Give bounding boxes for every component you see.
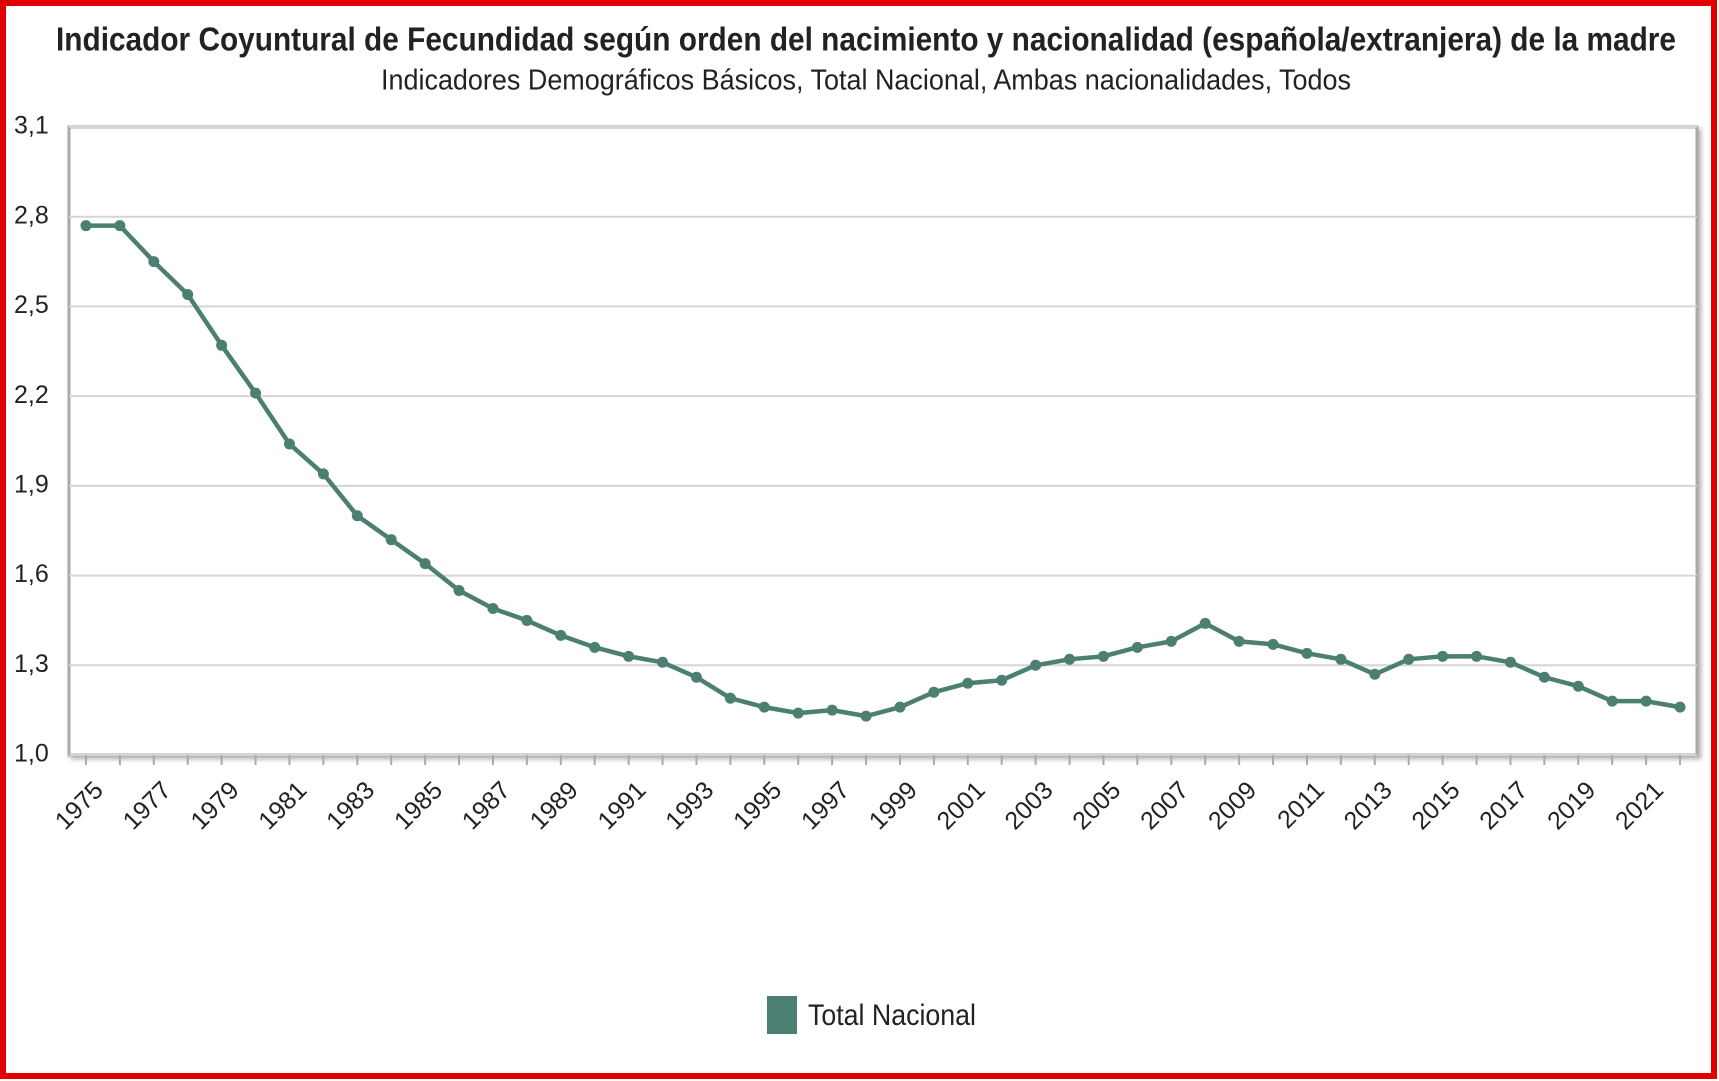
point (690, 671, 702, 683)
point (1199, 617, 1211, 629)
y-tick-label: 3,1 (14, 112, 49, 140)
y-tick-label: 1,3 (14, 650, 49, 678)
point (1640, 695, 1652, 707)
point (1267, 638, 1279, 650)
y-tick-label: 1,6 (14, 560, 49, 588)
point (623, 650, 635, 662)
point (521, 614, 533, 626)
point (250, 387, 262, 399)
legend-label: Total Nacional (808, 999, 976, 1032)
point (453, 585, 465, 597)
point (351, 510, 363, 522)
point (1233, 635, 1245, 647)
point (148, 256, 160, 268)
point (1064, 653, 1076, 665)
chart-title: Indicador Coyuntural de Fecundidad según… (56, 21, 1676, 58)
point (1301, 647, 1313, 659)
point (1030, 659, 1042, 671)
point (216, 339, 228, 351)
point (996, 674, 1008, 686)
point (182, 288, 194, 300)
plot-area (67, 125, 1699, 757)
point (1471, 650, 1483, 662)
y-tick-label: 1,0 (14, 740, 49, 768)
point (555, 629, 567, 641)
point (1165, 635, 1177, 647)
point (487, 602, 499, 614)
point (1131, 641, 1143, 653)
point (1606, 695, 1618, 707)
chart-subtitle: Indicadores Demográficos Básicos, Total … (381, 65, 1351, 97)
y-tick-label: 2,5 (14, 291, 49, 319)
point (1369, 668, 1381, 680)
y-tick-label: 1,9 (14, 470, 49, 498)
legend-swatch (767, 996, 797, 1034)
point (114, 220, 126, 232)
y-tick-label: 2,8 (14, 201, 49, 229)
point (724, 692, 736, 704)
point (1097, 650, 1109, 662)
point (657, 656, 669, 668)
line (85, 223, 1681, 719)
point (826, 704, 838, 716)
y-tick-label: 2,2 (14, 381, 49, 409)
point (1538, 671, 1550, 683)
point (1403, 653, 1415, 665)
point (385, 534, 397, 546)
point (589, 641, 601, 653)
point (792, 707, 804, 719)
point (1674, 701, 1686, 713)
point (928, 686, 940, 698)
point (1437, 650, 1449, 662)
point (283, 438, 295, 450)
point (317, 468, 329, 480)
point (860, 710, 872, 722)
point (1504, 656, 1516, 668)
point (80, 220, 92, 232)
point (962, 677, 974, 689)
point (1335, 653, 1347, 665)
point (1572, 680, 1584, 692)
point (894, 701, 906, 713)
point (758, 701, 770, 713)
point (419, 558, 431, 570)
